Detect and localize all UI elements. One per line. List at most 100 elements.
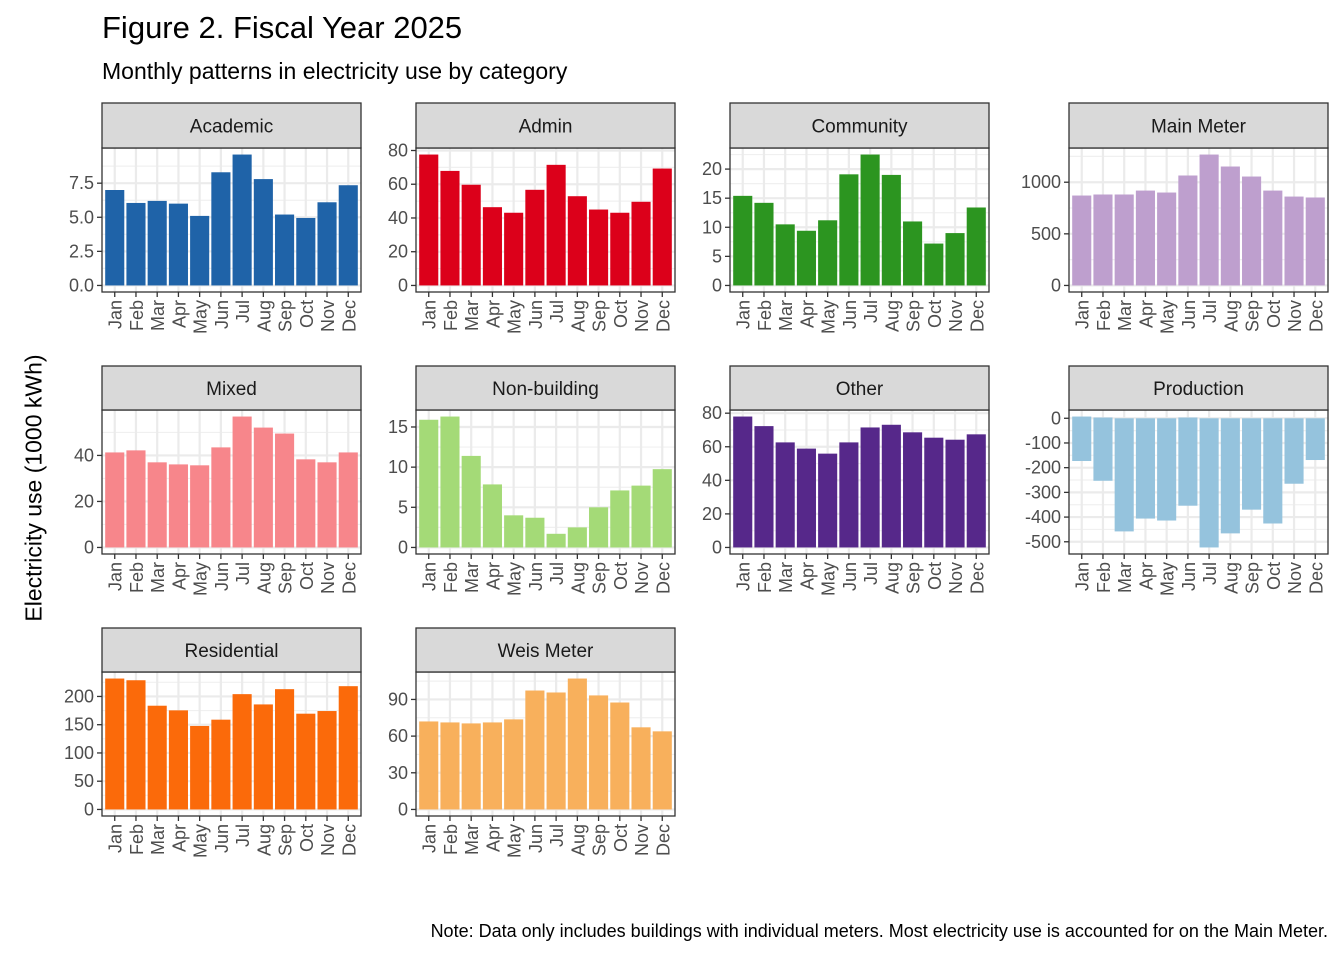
bar-mar[interactable]	[775, 442, 795, 548]
bar-aug[interactable]	[567, 678, 587, 810]
bar-jun[interactable]	[525, 517, 545, 548]
bar-jan[interactable]	[419, 154, 439, 286]
bar-jan[interactable]	[1072, 416, 1092, 462]
bar-apr[interactable]	[482, 722, 502, 810]
bar-oct[interactable]	[1263, 418, 1283, 524]
bar-aug[interactable]	[567, 527, 587, 548]
bar-apr[interactable]	[482, 484, 502, 548]
bar-jan[interactable]	[1072, 195, 1092, 286]
bar-jun[interactable]	[1178, 417, 1198, 506]
bar-sep[interactable]	[903, 221, 923, 286]
bar-may[interactable]	[504, 515, 524, 548]
bar-feb[interactable]	[126, 680, 146, 810]
bar-feb[interactable]	[126, 202, 146, 286]
bar-sep[interactable]	[275, 689, 295, 810]
bar-jun[interactable]	[839, 442, 859, 548]
bar-mar[interactable]	[461, 455, 481, 548]
bar-apr[interactable]	[796, 448, 816, 548]
bar-jul[interactable]	[860, 427, 880, 548]
bar-mar[interactable]	[775, 224, 795, 286]
bar-jun[interactable]	[211, 447, 231, 548]
bar-jan[interactable]	[105, 678, 125, 810]
bar-may[interactable]	[504, 719, 524, 810]
bar-apr[interactable]	[1135, 418, 1155, 519]
bar-may[interactable]	[190, 725, 210, 810]
bar-dec[interactable]	[1305, 197, 1325, 286]
bar-mar[interactable]	[1114, 418, 1134, 532]
bar-apr[interactable]	[796, 230, 816, 286]
bar-jun[interactable]	[1178, 175, 1198, 286]
bar-aug[interactable]	[253, 704, 273, 810]
bar-sep[interactable]	[275, 214, 295, 286]
bar-oct[interactable]	[1263, 190, 1283, 286]
bar-sep[interactable]	[1242, 176, 1262, 286]
bar-oct[interactable]	[296, 713, 316, 810]
bar-dec[interactable]	[1305, 418, 1325, 461]
bar-dec[interactable]	[338, 452, 358, 548]
bar-jul[interactable]	[232, 694, 252, 810]
bar-sep[interactable]	[589, 507, 609, 548]
bar-nov[interactable]	[317, 462, 337, 548]
bar-oct[interactable]	[924, 437, 944, 548]
bar-may[interactable]	[1157, 418, 1177, 521]
bar-aug[interactable]	[253, 179, 273, 286]
bar-feb[interactable]	[1093, 417, 1113, 481]
bar-oct[interactable]	[296, 459, 316, 548]
bar-sep[interactable]	[589, 695, 609, 810]
bar-nov[interactable]	[1284, 196, 1304, 286]
bar-oct[interactable]	[610, 490, 630, 548]
bar-apr[interactable]	[168, 203, 188, 286]
bar-oct[interactable]	[610, 212, 630, 286]
bar-jan[interactable]	[419, 419, 439, 548]
bar-mar[interactable]	[461, 184, 481, 286]
bar-nov[interactable]	[945, 233, 965, 286]
bar-jul[interactable]	[232, 154, 252, 286]
bar-aug[interactable]	[1220, 166, 1240, 286]
bar-dec[interactable]	[338, 686, 358, 810]
bar-dec[interactable]	[338, 185, 358, 286]
bar-jan[interactable]	[733, 416, 753, 548]
bar-jan[interactable]	[105, 452, 125, 548]
bar-feb[interactable]	[126, 450, 146, 548]
bar-nov[interactable]	[945, 439, 965, 548]
bar-apr[interactable]	[168, 710, 188, 810]
bar-oct[interactable]	[610, 702, 630, 810]
bar-nov[interactable]	[631, 201, 651, 286]
bar-jul[interactable]	[1199, 154, 1219, 286]
bar-sep[interactable]	[1242, 418, 1262, 510]
bar-dec[interactable]	[652, 168, 672, 286]
bar-jul[interactable]	[232, 416, 252, 548]
bar-nov[interactable]	[631, 727, 651, 810]
bar-feb[interactable]	[754, 426, 774, 548]
bar-jul[interactable]	[546, 164, 566, 286]
bar-may[interactable]	[190, 465, 210, 548]
bar-jun[interactable]	[839, 174, 859, 286]
bar-apr[interactable]	[168, 464, 188, 548]
bar-jul[interactable]	[1199, 418, 1219, 548]
bar-may[interactable]	[818, 220, 838, 286]
bar-dec[interactable]	[966, 207, 986, 286]
bar-jan[interactable]	[419, 721, 439, 810]
bar-feb[interactable]	[754, 202, 774, 286]
bar-apr[interactable]	[482, 207, 502, 286]
bar-oct[interactable]	[296, 217, 316, 286]
bar-apr[interactable]	[1135, 190, 1155, 286]
bar-jul[interactable]	[546, 533, 566, 548]
bar-nov[interactable]	[1284, 418, 1304, 484]
bar-may[interactable]	[1157, 192, 1177, 286]
bar-may[interactable]	[190, 215, 210, 286]
bar-oct[interactable]	[924, 243, 944, 286]
bar-jan[interactable]	[733, 195, 753, 286]
bar-aug[interactable]	[567, 196, 587, 286]
bar-jul[interactable]	[860, 154, 880, 286]
bar-feb[interactable]	[1093, 194, 1113, 286]
bar-aug[interactable]	[881, 424, 901, 548]
bar-jun[interactable]	[211, 719, 231, 810]
bar-mar[interactable]	[1114, 194, 1134, 286]
bar-nov[interactable]	[317, 711, 337, 810]
bar-mar[interactable]	[461, 723, 481, 810]
bar-mar[interactable]	[147, 462, 167, 548]
bar-feb[interactable]	[440, 170, 460, 286]
bar-dec[interactable]	[652, 469, 672, 548]
bar-nov[interactable]	[631, 485, 651, 548]
